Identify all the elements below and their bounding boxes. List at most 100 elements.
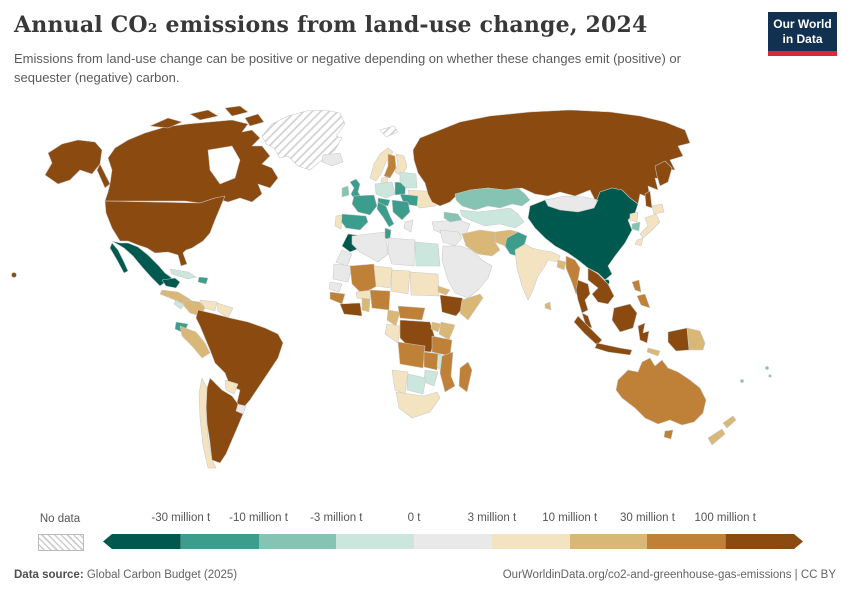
region-japan-honshu[interactable]: [639, 213, 661, 239]
region-russia[interactable]: [412, 109, 691, 207]
region-portugal[interactable]: [334, 214, 343, 230]
region-chile[interactable]: [198, 377, 217, 469]
region-hispaniola[interactable]: [197, 276, 209, 285]
region-malay-peninsula[interactable]: [581, 312, 593, 329]
region-borneo[interactable]: [611, 303, 638, 333]
owid-url-link[interactable]: OurWorldinData.org/co2-and-greenhouse-ga…: [502, 569, 792, 581]
region-tasmania[interactable]: [663, 429, 674, 440]
region-usa[interactable]: [104, 195, 226, 267]
region-mali[interactable]: [349, 263, 378, 295]
region-cameroon[interactable]: [386, 309, 401, 327]
region-south-korea[interactable]: [631, 221, 641, 232]
region-mexico-baja[interactable]: [109, 242, 129, 274]
legend-bin-1[interactable]: [180, 534, 259, 549]
region-japan-hokkaido[interactable]: [651, 203, 665, 215]
region-papua-new-guinea[interactable]: [686, 327, 706, 351]
region-mozambique[interactable]: [439, 351, 456, 393]
region-mauritania[interactable]: [332, 263, 353, 283]
region-fiji[interactable]: [765, 366, 769, 370]
no-data-swatch[interactable]: [38, 534, 84, 551]
region-central-asia[interactable]: [459, 207, 525, 229]
region-libya[interactable]: [387, 237, 416, 267]
region-caucasus[interactable]: [443, 211, 463, 223]
region-russia-sakhalin[interactable]: [644, 190, 653, 209]
region-paraguay[interactable]: [224, 379, 239, 395]
legend-bin-3[interactable]: [336, 534, 415, 549]
region-algeria[interactable]: [351, 231, 389, 263]
region-new-caledonia[interactable]: [740, 379, 744, 383]
region-niger[interactable]: [373, 265, 393, 289]
region-alaska-panhandle[interactable]: [96, 163, 111, 189]
license-link[interactable]: CC BY: [800, 569, 836, 581]
region-angola[interactable]: [397, 341, 426, 369]
region-indochina[interactable]: [587, 267, 615, 305]
region-france[interactable]: [351, 194, 378, 216]
region-madagascar[interactable]: [458, 361, 473, 393]
legend-bin-0[interactable]: [103, 534, 181, 549]
region-canada-arctic-3[interactable]: [224, 105, 249, 117]
region-argentina[interactable]: [205, 377, 244, 464]
region-philippines-luzon[interactable]: [631, 279, 642, 293]
region-balkans[interactable]: [391, 199, 411, 221]
region-guinea[interactable]: [329, 291, 346, 305]
region-kazakhstan[interactable]: [454, 187, 531, 211]
region-mexico[interactable]: [111, 240, 173, 287]
region-panama-costa-rica[interactable]: [173, 299, 185, 310]
region-canada-arctic-4[interactable]: [244, 113, 265, 127]
region-ireland[interactable]: [341, 185, 350, 198]
region-kenya[interactable]: [438, 321, 456, 341]
region-hawaii[interactable]: [11, 272, 17, 278]
region-greece[interactable]: [403, 219, 414, 233]
region-alaska[interactable]: [44, 139, 103, 185]
region-zambia[interactable]: [423, 351, 441, 371]
region-cote-divoire-ghana[interactable]: [339, 302, 363, 317]
region-iraq-syria[interactable]: [439, 229, 463, 247]
legend-bin-5[interactable]: [491, 534, 570, 549]
region-bangladesh[interactable]: [556, 259, 567, 271]
legend-bin-7[interactable]: [647, 534, 726, 549]
legend-bin-4[interactable]: [414, 534, 492, 549]
region-java[interactable]: [594, 342, 633, 356]
region-australia[interactable]: [615, 357, 707, 426]
region-philippines-mindanao[interactable]: [636, 293, 651, 309]
region-vanuatu[interactable]: [768, 374, 772, 378]
region-nigeria[interactable]: [369, 289, 391, 311]
region-west-new-guinea[interactable]: [667, 327, 690, 352]
region-somalia[interactable]: [459, 293, 484, 321]
region-iceland[interactable]: [321, 152, 344, 167]
region-brazil[interactable]: [195, 309, 284, 409]
region-egypt[interactable]: [414, 241, 441, 267]
region-canada-arctic-1[interactable]: [149, 117, 183, 129]
region-central-african-republic[interactable]: [397, 305, 426, 321]
region-venezuela[interactable]: [199, 299, 218, 312]
region-canada[interactable]: [104, 119, 279, 204]
region-svalbard[interactable]: [379, 125, 399, 138]
legend-bin-8[interactable]: [725, 534, 803, 549]
region-mexico-yucatan[interactable]: [161, 277, 181, 289]
region-eritrea[interactable]: [437, 285, 451, 296]
region-baltics-belarus[interactable]: [399, 171, 418, 189]
region-togo-benin[interactable]: [361, 297, 371, 313]
region-new-zealand-north[interactable]: [722, 415, 737, 429]
region-botswana[interactable]: [406, 373, 427, 395]
region-spain[interactable]: [339, 213, 369, 231]
region-arabia[interactable]: [441, 245, 493, 299]
region-central-europe[interactable]: [374, 181, 396, 199]
region-timor[interactable]: [646, 347, 661, 357]
region-thailand[interactable]: [575, 279, 591, 314]
region-norway[interactable]: [369, 147, 394, 182]
region-namibia[interactable]: [391, 369, 409, 395]
region-sulawesi[interactable]: [637, 322, 650, 344]
region-japan-kyushu[interactable]: [634, 237, 644, 247]
region-new-zealand-south[interactable]: [707, 428, 726, 446]
region-canada-arctic-2[interactable]: [189, 109, 219, 121]
region-peru[interactable]: [179, 325, 211, 359]
region-sri-lanka[interactable]: [544, 301, 552, 311]
region-western-sahara[interactable]: [335, 249, 353, 267]
region-north-korea[interactable]: [629, 211, 639, 223]
region-italy[interactable]: [376, 201, 395, 228]
region-russia-kamchatka[interactable]: [654, 160, 673, 187]
legend-bin-6[interactable]: [569, 534, 648, 549]
region-india[interactable]: [514, 243, 561, 301]
legend-bin-2[interactable]: [258, 534, 337, 549]
